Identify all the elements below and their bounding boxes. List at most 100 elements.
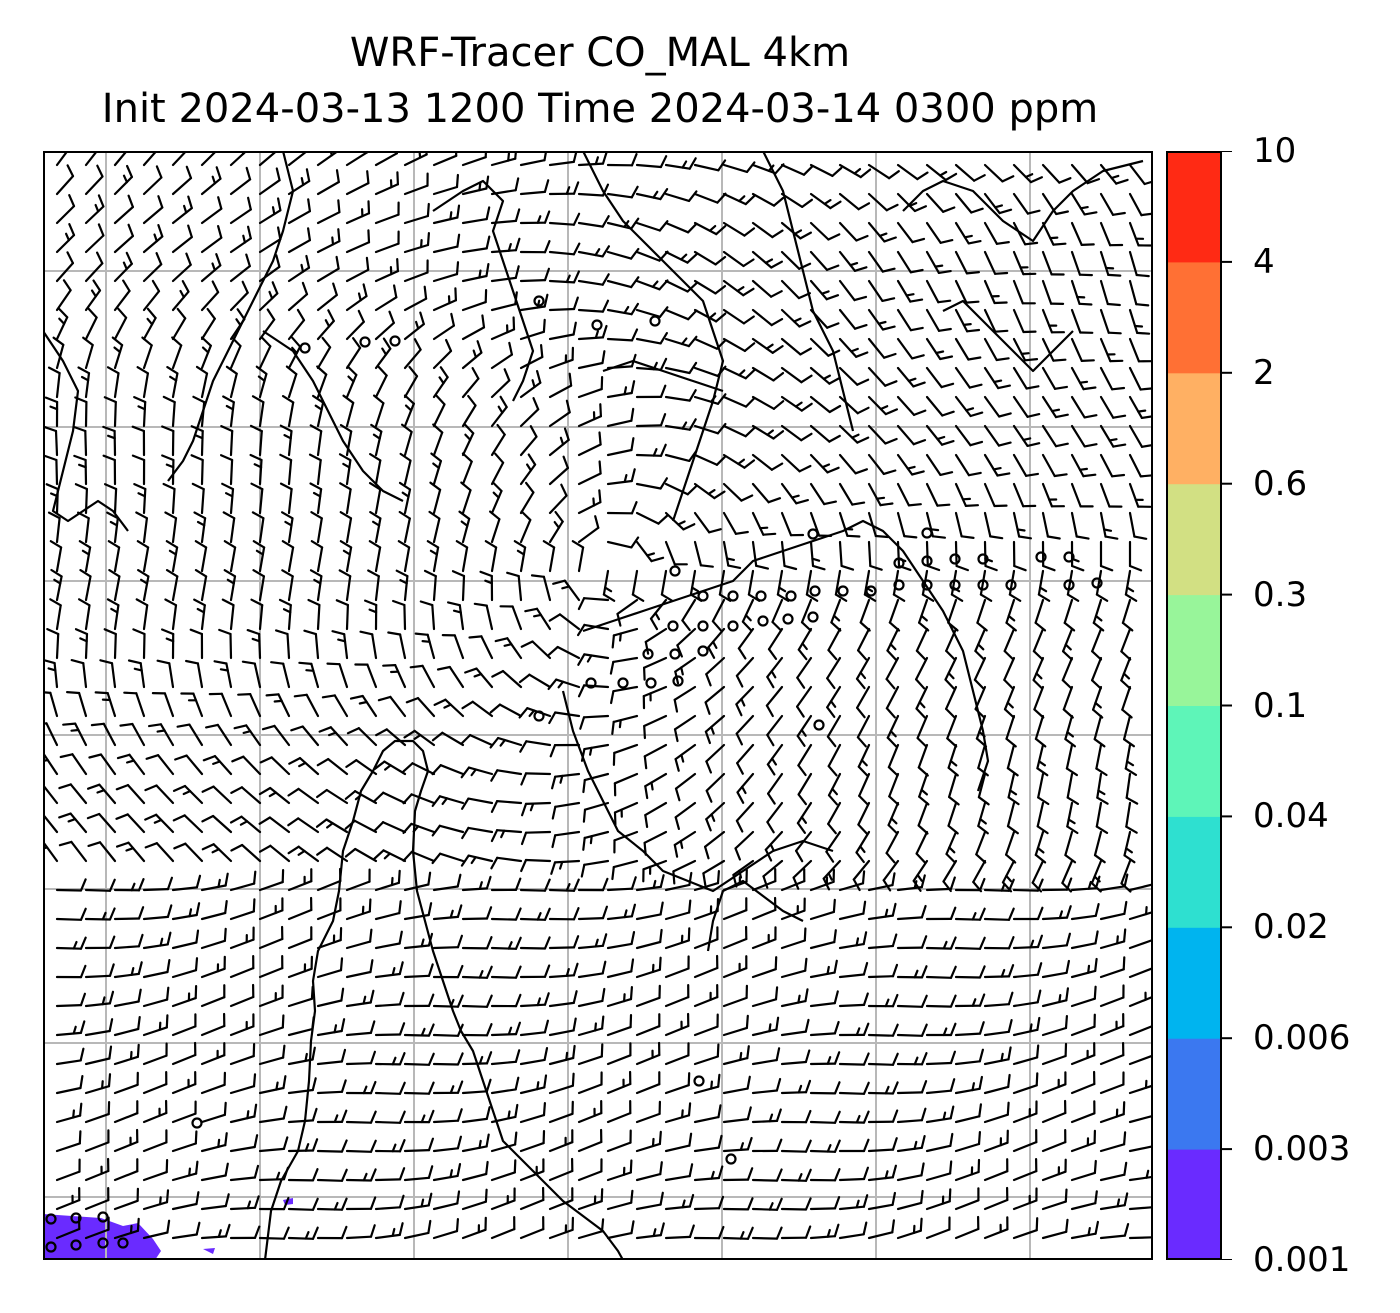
wind-barb: [113, 1043, 140, 1066]
wind-barb: [251, 511, 265, 544]
wind-barb: [287, 254, 311, 283]
wind-barb: [200, 1012, 226, 1037]
wind-barb: [1070, 875, 1101, 892]
wind-barb: [200, 1223, 231, 1240]
wind-barb: [374, 171, 399, 196]
wind-barb: [461, 314, 486, 341]
wind-barb: [316, 336, 332, 370]
wind-barb: [84, 878, 116, 892]
wind-barb: [316, 282, 338, 312]
wind-barb: [548, 962, 579, 979]
wind-barb: [606, 1159, 633, 1182]
wind-barb: [664, 955, 690, 979]
wind-barb: [345, 959, 374, 979]
wind-barb: [780, 1079, 812, 1095]
wind-barb: [809, 366, 841, 385]
wind-barb: [193, 598, 206, 631]
wind-barb: [838, 192, 871, 211]
wind-barb: [973, 656, 987, 690]
wind-barb: [838, 337, 869, 358]
wind-barb: [490, 1159, 517, 1182]
wind-barb: [767, 627, 784, 660]
wind-barb: [345, 759, 378, 776]
wind-barb: [344, 790, 378, 805]
wind-barb: [577, 960, 607, 979]
wind-barb: [490, 936, 522, 950]
wind-barb: [225, 365, 238, 399]
wind-barb: [983, 308, 1009, 333]
wind-barb: [84, 1157, 110, 1182]
wind-barb: [711, 598, 726, 632]
wind-barb: [1012, 395, 1041, 418]
wind-barb: [1041, 959, 1071, 979]
wind-barb: [1099, 1012, 1125, 1037]
wind-barb: [519, 510, 532, 544]
wind-barb: [885, 685, 900, 719]
wind-barb: [200, 336, 212, 370]
wind-barb: [722, 308, 755, 325]
wind-barb: [200, 1101, 227, 1124]
wind-barb: [142, 165, 163, 196]
wind-barb: [542, 540, 556, 573]
wind-barb: [1012, 906, 1044, 921]
wind-barb: [867, 933, 898, 950]
wind-barb: [1007, 772, 1020, 806]
wind-barb: [142, 307, 157, 341]
wind-barb: [551, 772, 581, 790]
wind-barb: [499, 605, 523, 631]
wind-barb: [606, 1070, 632, 1095]
calm-circle: [191, 1117, 203, 1129]
wind-barb: [403, 993, 435, 1008]
wind-barb: [867, 1081, 899, 1095]
wind-barb: [664, 1102, 692, 1124]
wind-barb: [218, 628, 233, 660]
wind-barb: [403, 871, 432, 892]
colorbar-tick-label: 0.6: [1253, 463, 1308, 504]
wind-barb: [229, 1195, 260, 1211]
wind-barb: [382, 663, 407, 689]
wind-barb: [896, 1023, 928, 1037]
wind-barb: [914, 656, 929, 690]
wind-barb: [606, 1042, 632, 1066]
calm-circle: [70, 1212, 82, 1224]
wind-barb: [795, 685, 813, 718]
wind-barb: [613, 801, 639, 826]
wind-barb: [229, 1042, 256, 1066]
map-title-line1: WRF-Tracer CO_MAL 4km: [349, 30, 851, 76]
wind-barb: [490, 965, 522, 979]
wind-barb: [287, 1016, 315, 1037]
wind-barb: [278, 598, 292, 631]
wind-barb: [252, 540, 266, 573]
wind-barb: [925, 936, 957, 950]
wind-barb: [548, 1129, 574, 1153]
wind-barb: [490, 1215, 516, 1240]
wind-barb: [461, 1188, 488, 1211]
wind-barb: [171, 151, 188, 167]
wind-barb: [664, 983, 690, 1008]
wind-barb: [635, 901, 664, 921]
wind-barb: [147, 723, 175, 747]
wind-barb: [432, 338, 453, 370]
wind-barb: [58, 812, 88, 834]
wind-barb: [59, 753, 88, 776]
wind-barb: [316, 169, 340, 196]
wind-barb: [867, 1137, 898, 1153]
wind-barb: [432, 1052, 464, 1066]
wind-barb: [809, 279, 840, 301]
wind-barb: [172, 784, 204, 805]
wind-barb: [521, 801, 552, 817]
wind-barb: [113, 1187, 140, 1211]
wind-barb: [142, 958, 171, 979]
wind-barb: [576, 623, 610, 637]
wind-barb: [513, 540, 527, 573]
wind-barb: [192, 395, 206, 428]
wind-barb: [635, 956, 662, 979]
wind-barb: [432, 1135, 462, 1153]
wind-barb: [838, 366, 870, 386]
wind-barb: [867, 1052, 899, 1066]
wind-barb: [577, 350, 606, 370]
wind-barb: [1012, 482, 1037, 508]
wind-barb: [461, 875, 492, 892]
wind-barb: [1012, 163, 1044, 184]
wind-barb: [664, 899, 692, 921]
